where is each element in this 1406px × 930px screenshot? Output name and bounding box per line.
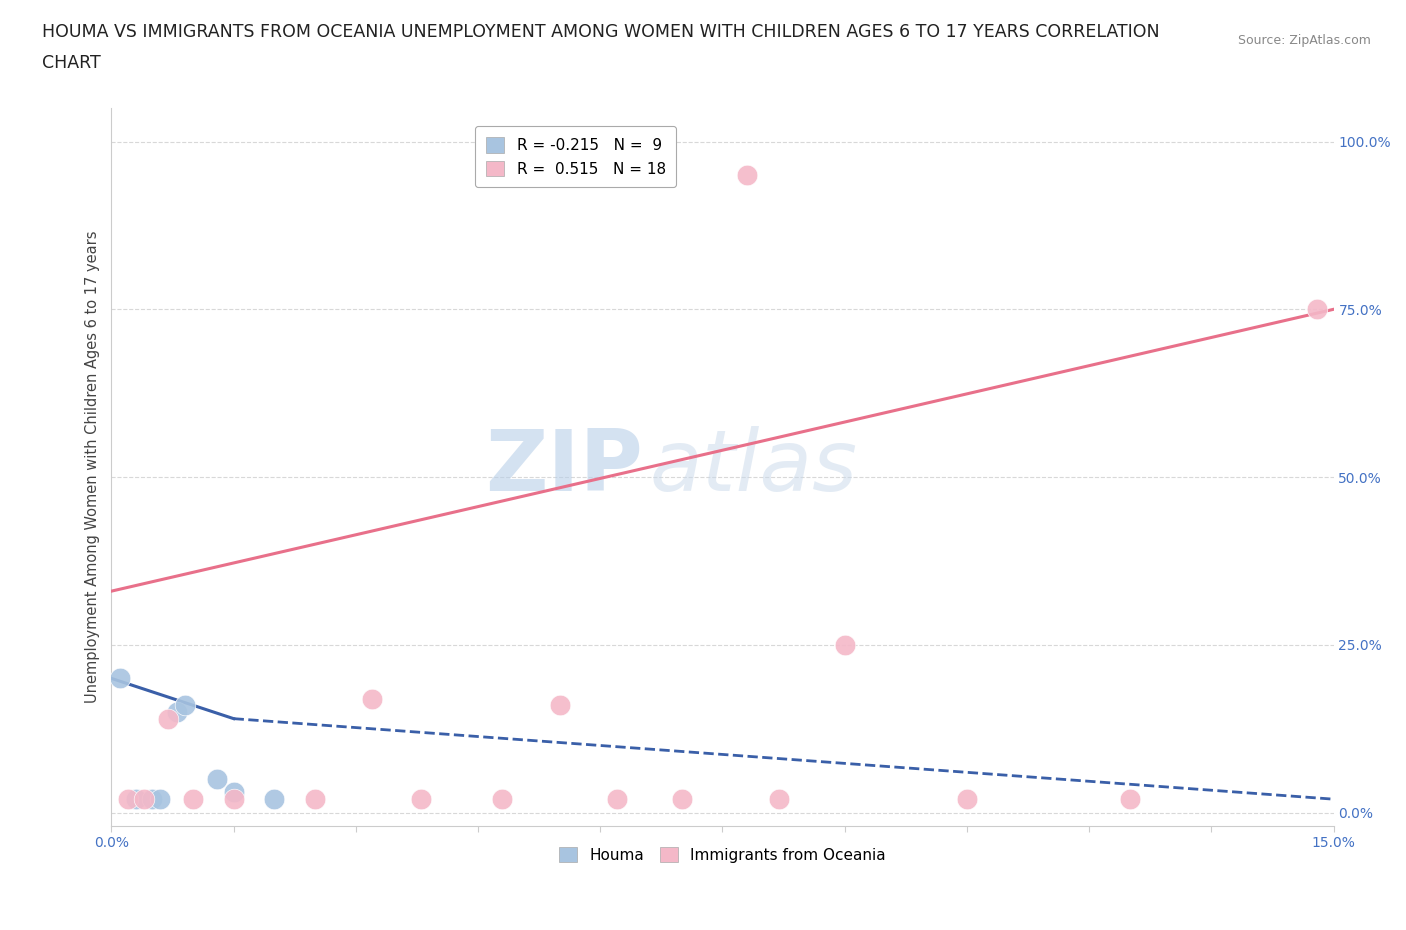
Point xyxy=(768,791,790,806)
Point xyxy=(956,791,979,806)
Point xyxy=(361,691,384,706)
Point xyxy=(735,167,758,182)
Point xyxy=(1306,302,1329,317)
Point xyxy=(1119,791,1142,806)
Point xyxy=(606,791,628,806)
Point xyxy=(548,698,571,712)
Text: CHART: CHART xyxy=(42,54,101,72)
Point xyxy=(166,705,188,720)
Point xyxy=(207,772,229,787)
Text: Source: ZipAtlas.com: Source: ZipAtlas.com xyxy=(1237,34,1371,47)
Point xyxy=(263,791,285,806)
Point xyxy=(409,791,432,806)
Point xyxy=(141,791,163,806)
Point xyxy=(181,791,204,806)
Point xyxy=(149,791,172,806)
Point xyxy=(157,711,180,726)
Text: atlas: atlas xyxy=(650,426,858,509)
Point xyxy=(834,637,856,652)
Text: HOUMA VS IMMIGRANTS FROM OCEANIA UNEMPLOYMENT AMONG WOMEN WITH CHILDREN AGES 6 T: HOUMA VS IMMIGRANTS FROM OCEANIA UNEMPLO… xyxy=(42,23,1160,41)
Point xyxy=(304,791,326,806)
Y-axis label: Unemployment Among Women with Children Ages 6 to 17 years: Unemployment Among Women with Children A… xyxy=(86,231,100,703)
Point xyxy=(132,791,155,806)
Point xyxy=(671,791,693,806)
Text: ZIP: ZIP xyxy=(485,426,643,509)
Point xyxy=(117,791,139,806)
Legend: Houma, Immigrants from Oceania: Houma, Immigrants from Oceania xyxy=(553,841,891,869)
Point xyxy=(125,791,148,806)
Point xyxy=(108,671,131,685)
Point xyxy=(491,791,513,806)
Point xyxy=(222,791,245,806)
Point xyxy=(222,785,245,800)
Point xyxy=(173,698,195,712)
